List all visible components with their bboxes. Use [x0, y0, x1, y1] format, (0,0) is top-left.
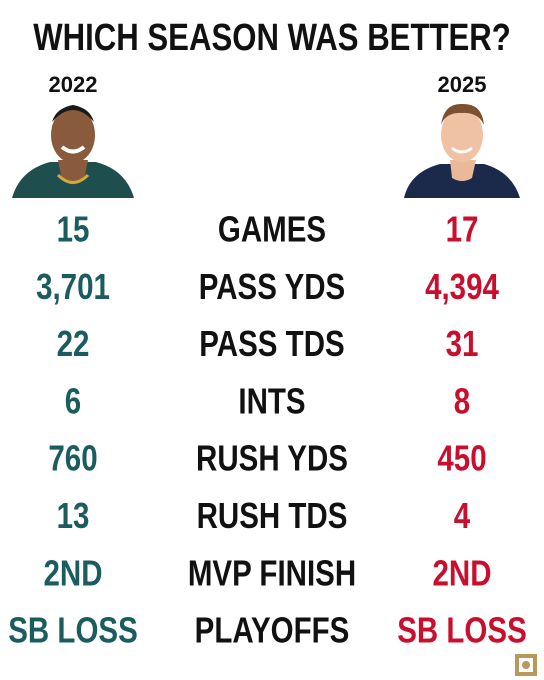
right-value: 2ND: [432, 552, 491, 592]
stat-label: INTS: [238, 381, 305, 421]
left-portrait: [12, 105, 134, 198]
stat-label: RUSH TDS: [197, 495, 348, 535]
right-value: SB LOSS: [397, 610, 527, 650]
right-value: 450: [437, 438, 486, 478]
right-value: 17: [446, 209, 479, 249]
right-year: 2025: [438, 72, 487, 97]
left-value: 22: [57, 323, 90, 363]
stat-label: PASS YDS: [199, 266, 346, 306]
right-value: 8: [454, 381, 470, 421]
title: WHICH SEASON WAS BETTER?: [33, 17, 511, 59]
stat-label: PASS TDS: [199, 323, 344, 363]
stat-label: MVP FINISH: [188, 552, 356, 592]
left-value: 15: [57, 209, 90, 249]
logo: [515, 654, 537, 676]
left-value: 6: [65, 381, 81, 421]
left-value: SB LOSS: [8, 610, 138, 650]
left-value: 3,701: [36, 266, 110, 306]
right-value: 31: [446, 323, 479, 363]
left-value: 760: [48, 438, 97, 478]
stat-label: PLAYOFFS: [195, 610, 350, 650]
stat-label: RUSH YDS: [196, 438, 348, 478]
left-value: 13: [57, 495, 90, 535]
left-value: 2ND: [43, 552, 102, 592]
stat-label: GAMES: [218, 209, 326, 249]
right-value: 4: [454, 495, 471, 535]
right-value: 4,394: [425, 266, 499, 306]
right-portrait: [404, 103, 520, 198]
left-year: 2022: [49, 72, 98, 97]
